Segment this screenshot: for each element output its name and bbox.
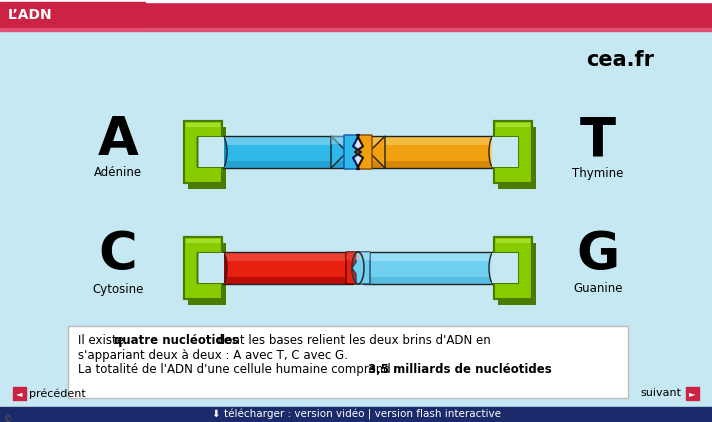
Bar: [363, 252, 494, 284]
Bar: [356, 252, 370, 260]
Bar: [184, 237, 222, 299]
Polygon shape: [494, 121, 532, 183]
Text: ►: ►: [689, 389, 696, 398]
Polygon shape: [494, 237, 532, 299]
Bar: [184, 121, 222, 183]
Bar: [686, 387, 699, 400]
Text: Guanine: Guanine: [573, 282, 623, 295]
Ellipse shape: [489, 136, 499, 168]
Text: 3,5 milliards de nucléotides: 3,5 milliards de nucléotides: [368, 363, 552, 376]
Bar: [222, 252, 353, 284]
Bar: [196, 137, 199, 167]
Text: dont les bases relient les deux brins d'ADN en: dont les bases relient les deux brins d'…: [214, 334, 491, 347]
Text: La totalité de l'ADN d'une cellule humaine comprend: La totalité de l'ADN d'une cellule humai…: [78, 363, 394, 376]
Polygon shape: [352, 252, 370, 284]
Bar: [186, 239, 220, 243]
Bar: [186, 123, 220, 127]
Bar: [0, 28, 712, 31]
Text: quatre nucléotides: quatre nucléotides: [114, 334, 239, 347]
Text: ⬇ télécharger : version vidéo | version flash interactive: ⬇ télécharger : version vidéo | version …: [211, 409, 501, 420]
Bar: [0, 0, 712, 2]
Text: s'appariant deux à deux : A avec T, C avec G.: s'appariant deux à deux : A avec T, C av…: [78, 349, 348, 362]
Polygon shape: [346, 252, 364, 284]
Text: Il existe: Il existe: [78, 334, 127, 347]
Polygon shape: [331, 136, 347, 168]
Polygon shape: [498, 127, 536, 189]
Bar: [13, 387, 26, 400]
Text: ◄: ◄: [16, 389, 23, 398]
Bar: [331, 136, 347, 144]
Bar: [198, 253, 224, 283]
Bar: [369, 136, 494, 145]
Bar: [363, 252, 494, 284]
Bar: [496, 123, 530, 127]
Text: Thymine: Thymine: [572, 167, 624, 179]
Text: ©: ©: [4, 416, 12, 422]
Bar: [363, 277, 494, 284]
Bar: [198, 137, 224, 167]
Ellipse shape: [217, 252, 227, 284]
Bar: [222, 161, 347, 168]
Bar: [496, 239, 530, 243]
Polygon shape: [188, 243, 226, 305]
Bar: [222, 252, 353, 284]
Bar: [0, 2, 712, 28]
Text: A: A: [98, 114, 138, 166]
Text: précédent: précédent: [29, 388, 85, 399]
Polygon shape: [188, 127, 226, 189]
Text: Adénine: Adénine: [94, 167, 142, 179]
Polygon shape: [184, 237, 222, 299]
Bar: [346, 252, 360, 260]
Text: T: T: [580, 114, 616, 166]
Bar: [494, 121, 532, 183]
Bar: [222, 136, 347, 145]
FancyBboxPatch shape: [68, 326, 628, 398]
Bar: [222, 136, 347, 168]
Polygon shape: [498, 243, 536, 305]
Bar: [0, 2, 145, 26]
Bar: [0, 407, 712, 422]
Text: suivant: suivant: [640, 389, 681, 398]
Ellipse shape: [217, 136, 227, 168]
Bar: [196, 253, 199, 283]
Bar: [369, 161, 494, 168]
Text: cea.fr: cea.fr: [586, 50, 654, 70]
Ellipse shape: [489, 252, 499, 284]
Bar: [222, 277, 353, 284]
Polygon shape: [344, 135, 361, 169]
Bar: [363, 252, 494, 261]
Bar: [369, 136, 494, 168]
Bar: [222, 252, 353, 261]
Text: Cytosine: Cytosine: [93, 282, 144, 295]
Bar: [369, 136, 494, 168]
Text: .: .: [525, 363, 529, 376]
Bar: [494, 237, 532, 299]
Bar: [222, 136, 347, 168]
Bar: [492, 137, 518, 167]
Text: L’ADN: L’ADN: [8, 8, 53, 22]
Polygon shape: [369, 136, 385, 168]
Bar: [492, 253, 518, 283]
Text: G: G: [577, 229, 619, 281]
Polygon shape: [355, 135, 372, 169]
Text: C: C: [99, 229, 137, 281]
Polygon shape: [184, 121, 222, 183]
